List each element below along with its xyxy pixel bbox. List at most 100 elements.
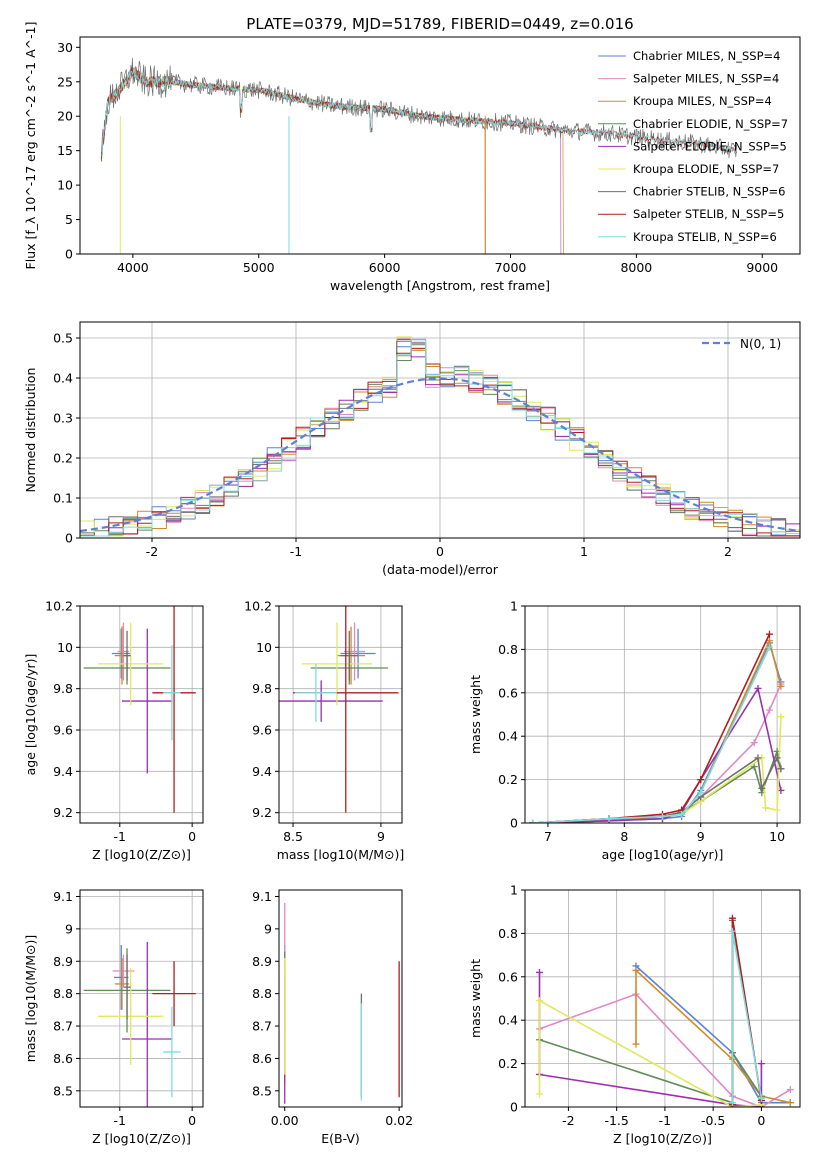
data-point — [765, 706, 773, 714]
axes: 4000 5000 6000 7000 8000 9000 0 5 10 15 20 25 30 wave… — [23, 22, 801, 293]
data-point — [754, 684, 762, 692]
grid — [279, 605, 402, 823]
y-tick-label: 0.8 — [498, 926, 518, 941]
legend-label: Salpeter STELIB, N_SSP=5 — [633, 207, 784, 221]
legend-label: Chabrier ELODIE, N_SSP=7 — [633, 117, 788, 131]
data-point — [632, 966, 640, 974]
y-tick-label: 9.6 — [252, 723, 272, 738]
data-point — [529, 819, 537, 823]
data-point — [777, 682, 785, 690]
y-tick-label: 9.4 — [53, 764, 73, 779]
x-tick-label: -1 — [114, 1113, 126, 1128]
data-point — [728, 914, 736, 922]
spectrum-line — [101, 67, 486, 254]
grid — [525, 889, 800, 1108]
y-axis-label: age [log10(age/yr)] — [23, 654, 38, 776]
legend-label: N(0, 1) — [740, 337, 781, 351]
x-tick-label: 2 — [724, 544, 732, 559]
panels: 4000 5000 6000 7000 8000 9000051015202530wave… — [23, 22, 801, 1146]
data-point — [535, 997, 543, 1005]
spectrum-line — [101, 67, 486, 254]
data-point — [777, 765, 785, 773]
x-tick-label: 8 — [620, 829, 628, 844]
y-tick-label: 8.7 — [252, 1019, 272, 1034]
y-tick-label: 10 — [57, 178, 73, 193]
y-tick-label: 0.5 — [53, 331, 73, 346]
axes-frame — [524, 605, 801, 824]
x-tick-label: 9000 — [746, 260, 778, 275]
grid — [80, 605, 203, 823]
weight-line — [532, 683, 782, 823]
axes-frame — [278, 605, 403, 824]
plot-area — [535, 914, 794, 1107]
panel-age-vs-z: -1 0 9.2 9.4 9.6 9.8 10 10.2 Z [log10(Z/Z⊙)] age … — [23, 599, 204, 862]
x-tick-label: 0 — [436, 544, 444, 559]
data-point — [659, 812, 666, 820]
y-tick-label: 9.1 — [53, 889, 73, 904]
data-point — [728, 927, 736, 935]
data-point — [762, 804, 770, 812]
x-tick-label: 8.5 — [283, 829, 303, 844]
y-tick-label: 10 — [57, 640, 73, 655]
y-tick-label: 0.2 — [498, 1056, 518, 1071]
histogram-series — [80, 339, 800, 537]
y-tick-label: 9 — [264, 921, 272, 936]
weight-line — [532, 646, 771, 823]
data-point — [728, 1099, 736, 1107]
y-axis-label: mass weight — [468, 959, 483, 1038]
y-tick-label: 0 — [65, 531, 73, 546]
x-tick-label: -1 — [114, 829, 126, 844]
y-tick-label: 0.4 — [53, 371, 73, 386]
x-tick-label: 0.00 — [271, 1113, 299, 1128]
legend-label: Kroupa STELIB, N_SSP=6 — [633, 230, 777, 244]
panel-weight-vs-z: -2 -1.5 -1 -0.5 0 0 0.2 0.4 0.6 0.8 1 Z [log10(Z/Z⊙… — [468, 883, 801, 1146]
y-tick-label: 8.6 — [252, 1051, 272, 1066]
plot-area — [279, 606, 399, 813]
grid — [525, 605, 800, 824]
axes-frame — [79, 605, 204, 824]
data-point — [786, 1086, 794, 1094]
legend-label: Salpeter ELODIE, N_SSP=5 — [633, 139, 787, 153]
axes-frame — [278, 889, 403, 1108]
spectrum-line — [101, 68, 562, 254]
plot-area — [83, 606, 196, 813]
x-tick-label: -2 — [146, 544, 158, 559]
y-tick-label: 0.6 — [498, 969, 518, 984]
x-tick-label: 10 — [769, 829, 785, 844]
x-tick-label: -1.5 — [604, 1113, 628, 1128]
plot-area — [529, 630, 785, 823]
weight-line — [532, 687, 782, 823]
y-axis-label: mass [log10(M/M⊙)] — [23, 935, 38, 1063]
panel-weight-vs-age: 7 8 9 10 0 0.2 0.4 0.6 0.8 1 age [log10(age/yr)] ma… — [468, 599, 801, 862]
x-axis-label: age [log10(age/yr)] — [602, 847, 724, 862]
y-tick-label: 8.8 — [53, 986, 73, 1001]
y-tick-label: 30 — [57, 40, 73, 55]
y-tick-label: 15 — [57, 143, 73, 158]
data-point — [765, 643, 773, 651]
grid — [80, 890, 203, 1107]
x-tick-label: 8000 — [620, 260, 652, 275]
y-tick-label: 0.8 — [498, 642, 518, 657]
weight-line — [532, 639, 782, 823]
y-tick-label: 1 — [510, 599, 518, 614]
y-tick-label: 25 — [57, 74, 73, 89]
axes: 0.00 0.02 8.5 8.6 8.7 8.8 8.9 9 9.1 E(B-V) — [252, 889, 413, 1146]
x-tick-label: 4000 — [117, 260, 149, 275]
y-tick-label: 0 — [65, 247, 73, 262]
x-axis-label: E(B-V) — [321, 1131, 360, 1146]
data-point — [697, 776, 705, 784]
data-point — [758, 784, 766, 792]
x-tick-label: -1 — [659, 1113, 671, 1128]
axes: -2 -1 0 1 2 0 0.1 0.2 0.3 0.4 0.5 (data-model)/erro… — [23, 321, 801, 577]
x-tick-label: 9 — [377, 829, 385, 844]
x-axis-label: Z [log10(Z/Z⊙)] — [92, 1131, 191, 1146]
figure-title: PLATE=0379, MJD=51789, FIBERID=0449, z=0… — [246, 15, 633, 33]
plot-area — [83, 941, 196, 1107]
axes-frame — [79, 36, 801, 255]
panel-spectrum: 4000 5000 6000 7000 8000 9000 0 5 10 15 20 25 30 wave… — [23, 22, 801, 293]
x-tick-label: 7000 — [495, 260, 527, 275]
y-tick-label: 10.2 — [244, 599, 272, 614]
y-tick-label: 0.6 — [498, 685, 518, 700]
weight-line — [532, 757, 782, 823]
x-tick-label: 7 — [544, 829, 552, 844]
